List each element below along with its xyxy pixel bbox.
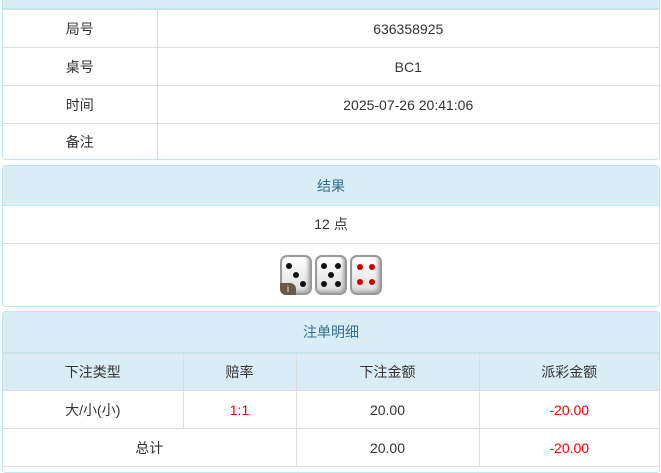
label: 备注 <box>3 123 158 159</box>
bet-details-title: 注单明细 <box>3 312 659 353</box>
pip <box>286 262 292 269</box>
dice-result: i <box>280 254 382 295</box>
info-icon[interactable]: i <box>280 282 296 295</box>
pip <box>335 280 341 287</box>
bet-table-header: 下注类型 赔率 下注金额 派彩金额 <box>3 353 659 391</box>
value <box>156 123 659 159</box>
total-payout: -20.00 <box>478 428 659 467</box>
pip <box>321 262 327 269</box>
info-panel-header <box>3 0 659 9</box>
die-5 <box>315 254 347 295</box>
pip <box>328 271 334 278</box>
header-odds: 赔率 <box>182 353 297 391</box>
info-table: 局号 636358925 桌号 BC1 时间 2025-07-26 20:41:06 … <box>3 9 659 159</box>
row-remark: 备注 <box>3 123 659 159</box>
result-points: 12 点 <box>3 206 659 244</box>
odds: 1:1 <box>182 390 297 429</box>
label: 时间 <box>3 85 158 124</box>
label: 局号 <box>3 9 158 48</box>
die-4 <box>350 254 382 295</box>
pip <box>335 262 341 269</box>
total-row: 总计 20.00 -20.00 <box>3 428 659 467</box>
bet-table: 下注类型 赔率 下注金额 派彩金额 大/小(小) 1:1 20.00 -20.0… <box>3 353 659 467</box>
pip <box>321 280 327 287</box>
pip <box>356 264 363 271</box>
payout: -20.00 <box>478 390 659 429</box>
pip <box>369 278 376 285</box>
value: BC1 <box>156 47 659 86</box>
bet-type: 大/小(小) <box>3 390 184 429</box>
pip <box>293 271 299 278</box>
pip <box>369 264 376 271</box>
result-title: 结果 <box>3 166 659 206</box>
total-amount: 20.00 <box>295 428 480 467</box>
row-time: 时间 2025-07-26 20:41:06 <box>3 85 659 124</box>
header-bet-type: 下注类型 <box>3 353 184 391</box>
row-table-id: 桌号 BC1 <box>3 47 659 86</box>
bet-details-panel: 注单明细 下注类型 赔率 下注金额 派彩金额 大/小(小) 1:1 20.00 … <box>2 311 660 473</box>
info-panel: 局号 636358925 桌号 BC1 时间 2025-07-26 20:41:06 … <box>2 0 660 160</box>
value: 636358925 <box>156 9 659 48</box>
row-round-id: 局号 636358925 <box>3 9 659 48</box>
table-row: 大/小(小) 1:1 20.00 -20.00 <box>3 390 659 429</box>
header-payout: 派彩金额 <box>478 353 659 391</box>
bet-amount: 20.00 <box>295 390 480 429</box>
result-panel: 结果 12 点 i <box>2 165 660 307</box>
pip <box>356 278 363 285</box>
total-label: 总计 <box>3 428 297 467</box>
label: 桌号 <box>3 47 158 86</box>
header-bet-amount: 下注金额 <box>295 353 480 391</box>
pip <box>300 280 306 287</box>
value: 2025-07-26 20:41:06 <box>156 85 659 124</box>
